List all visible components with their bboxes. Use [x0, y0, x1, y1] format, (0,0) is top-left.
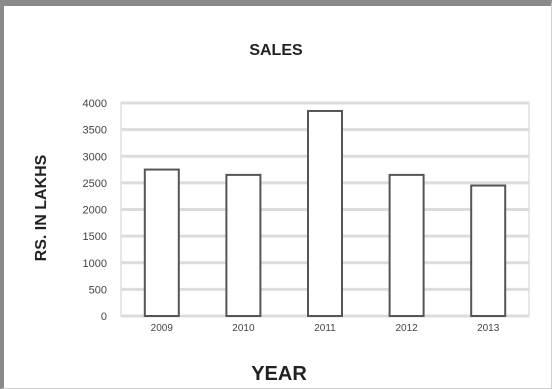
y-tick-label: 2000: [83, 205, 107, 217]
y-tick-label: 3000: [83, 151, 107, 163]
x-axis-label: YEAR: [251, 363, 307, 385]
y-tick-label: 1500: [83, 231, 107, 243]
y-tick-label: 1000: [83, 258, 107, 270]
x-tick-label: 2012: [395, 323, 418, 334]
x-tick-label: 2009: [151, 323, 174, 334]
plot-area: 0 500 1000 1500 2000 2500 3000 3500 4000 2009 2010…: [83, 98, 529, 334]
x-tick-label: 2010: [232, 323, 255, 334]
x-tick-label: 2013: [477, 323, 500, 334]
y-tick-label: 500: [89, 284, 107, 296]
y-axis-label: RS. IN LAKHS: [33, 154, 50, 261]
x-tick-label: 2011: [314, 323, 336, 334]
bar: [471, 186, 505, 316]
y-tick-label: 2500: [83, 178, 107, 190]
y-tick-label: 4000: [83, 98, 107, 110]
bar: [308, 111, 342, 316]
y-tick-label: 0: [101, 311, 107, 323]
y-tick-label: 3500: [83, 125, 107, 137]
bar: [226, 175, 260, 316]
bar: [390, 175, 424, 316]
bar: [145, 170, 179, 316]
chart-title: SALES: [249, 42, 303, 59]
